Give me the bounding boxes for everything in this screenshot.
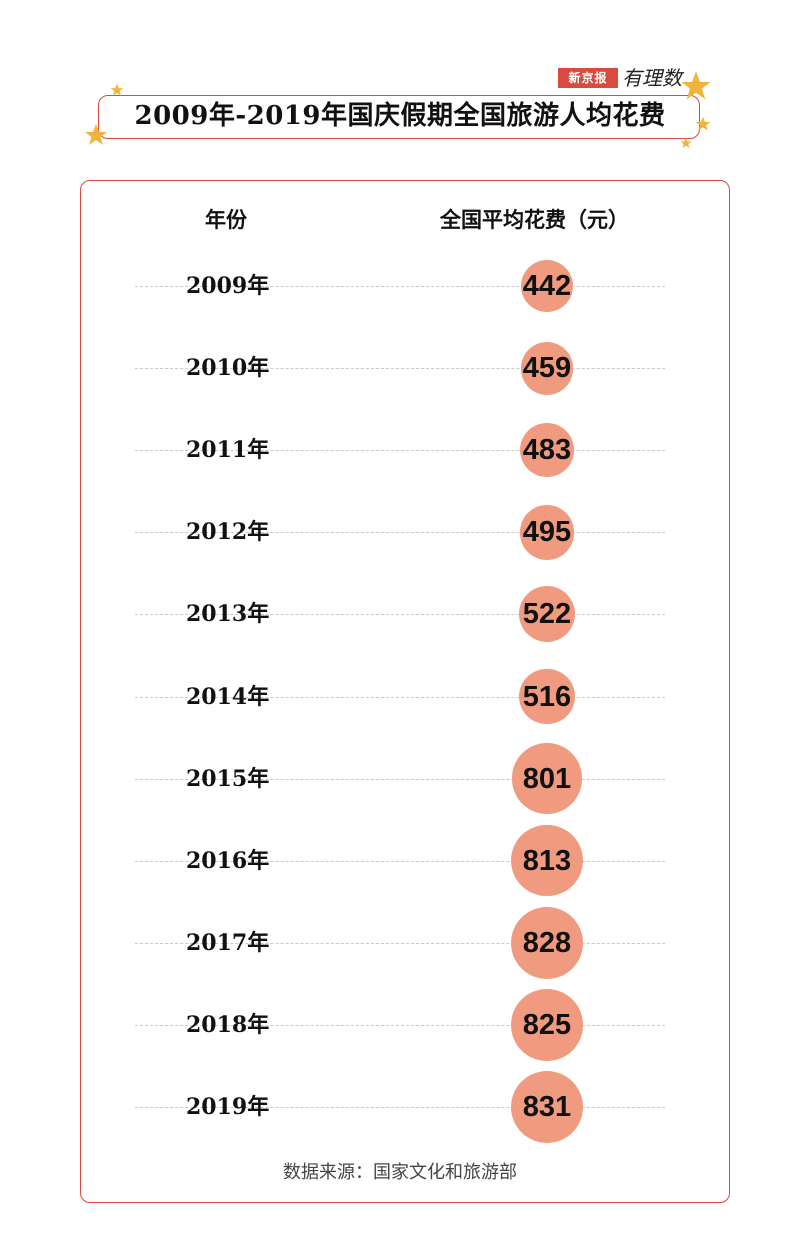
value-bubble — [518, 586, 576, 643]
year-label: 2017年 — [186, 929, 270, 956]
star-icon — [681, 71, 711, 100]
year-label: 2016年 — [186, 847, 270, 874]
brand-tagline: 有理数 — [622, 66, 682, 90]
value-label: 483 — [522, 434, 572, 467]
row-divider — [135, 368, 665, 370]
value-bubble — [511, 825, 583, 897]
row-divider — [135, 778, 665, 780]
value-bubble — [519, 423, 575, 478]
title-frame — [98, 95, 700, 139]
row-divider — [135, 532, 665, 534]
value-bubble — [511, 989, 583, 1061]
value-bubble — [511, 906, 583, 979]
star-icon — [85, 124, 107, 145]
star-icon — [695, 116, 711, 131]
row-divider — [135, 860, 665, 862]
value-bubble — [521, 260, 573, 312]
value-label: 522 — [522, 598, 572, 631]
value-label: 801 — [522, 762, 572, 795]
value-bubble — [520, 341, 574, 395]
value-label: 495 — [522, 516, 572, 549]
value-label: 831 — [522, 1091, 572, 1123]
value-label: 813 — [522, 844, 572, 877]
star-icon — [680, 137, 692, 148]
brand-name: 新京报 — [558, 68, 618, 88]
value-label: 828 — [522, 926, 572, 959]
header-average-spend: 全国平均花费（元） — [440, 208, 629, 232]
row-divider — [135, 286, 665, 287]
value-label: 825 — [522, 1008, 572, 1041]
year-label: 2009年 — [186, 273, 270, 299]
chart-title: 2009年-2019年国庆假期全国旅游人均花费 — [134, 101, 666, 131]
year-label: 2012年 — [186, 519, 270, 546]
value-label: 516 — [522, 680, 572, 713]
year-label: 2018年 — [186, 1011, 270, 1038]
row-divider — [135, 614, 665, 616]
data-source: 数据来源：国家文化和旅游部 — [283, 1162, 517, 1183]
value-bubble — [511, 743, 583, 814]
year-label: 2019年 — [186, 1094, 270, 1120]
row-divider — [135, 450, 665, 452]
row-divider — [135, 696, 665, 698]
year-label: 2011年 — [186, 437, 270, 464]
row-divider — [135, 1107, 665, 1108]
value-label: 442 — [522, 270, 572, 302]
star-icon — [110, 83, 124, 96]
value-label: 459 — [522, 352, 572, 385]
header-year: 年份 — [205, 208, 247, 232]
data-panel — [80, 180, 730, 1203]
year-label: 2010年 — [186, 355, 270, 382]
value-bubble — [519, 668, 575, 725]
row-divider — [135, 942, 665, 944]
value-bubble — [519, 504, 575, 560]
row-divider — [135, 1024, 665, 1026]
year-label: 2013年 — [186, 601, 270, 628]
value-bubble — [511, 1071, 583, 1143]
year-label: 2014年 — [186, 683, 270, 710]
year-label: 2015年 — [186, 765, 270, 792]
